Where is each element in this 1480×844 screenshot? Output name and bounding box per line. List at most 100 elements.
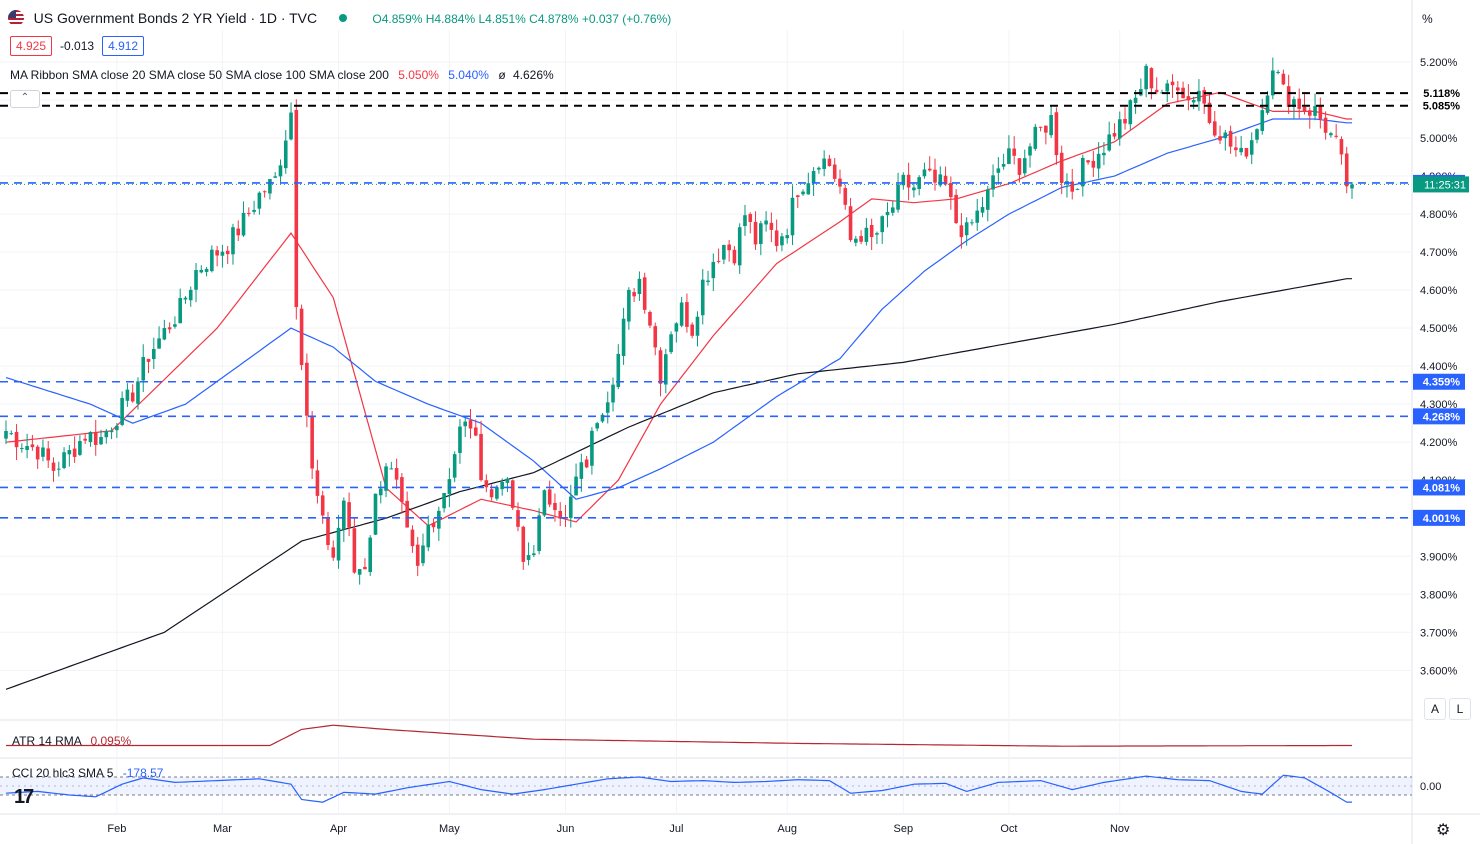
atr-legend[interactable]: ATR 14 RMA 0.095% [12,734,131,748]
candle-body [421,545,425,564]
candle [991,164,995,198]
candle-body [822,158,826,169]
buy-price-button[interactable]: 4.912 [102,36,145,56]
candle [843,184,848,210]
candle-body [1165,83,1170,92]
candle-body [938,174,943,186]
candle-body [1207,102,1212,123]
auto-scale-button[interactable]: A [1424,698,1446,720]
candle [1302,94,1307,115]
candle [1144,63,1148,98]
candle [1096,142,1101,179]
level-label: 4.081% [1423,482,1461,494]
gear-icon[interactable]: ⚙ [1436,822,1451,839]
candle-body [748,214,753,222]
chevron-up-icon[interactable]: ⌃ [10,90,40,108]
candle-body [1218,136,1222,141]
candle-body [320,495,325,516]
cci-band [0,777,1412,795]
candle [1249,132,1254,165]
candle-body [727,244,731,251]
candle [1112,123,1117,140]
candle [1197,79,1201,111]
candle-body [336,527,341,561]
candle [864,218,869,246]
candle [669,331,673,355]
candle-body [188,289,193,301]
candle-body [1117,119,1122,139]
candle [759,220,763,256]
candle-body [764,220,768,225]
candle [505,477,510,493]
candle [1149,67,1154,100]
candle [215,246,219,267]
candle-body [130,392,135,402]
log-scale-button[interactable]: L [1449,698,1471,720]
candle [880,215,885,244]
candle-body [1144,65,1148,90]
ma-ribbon-legend[interactable]: MA Ribbon SMA close 20 SMA close 50 SMA … [10,68,554,82]
candle-body [315,470,320,496]
candle-body [93,432,98,445]
candle-body [30,444,35,448]
candle [838,169,842,194]
candle [278,159,283,184]
candle-body [262,191,267,193]
candle [848,197,853,242]
candle-body [458,426,462,453]
sell-price-button[interactable]: 4.925 [10,36,53,56]
candle-body [479,433,483,481]
candle [959,213,964,249]
candle-body [410,529,415,547]
candle-body [875,233,879,235]
candle [1049,106,1053,138]
spread-value: -0.013 [60,39,95,53]
candle [1223,129,1228,151]
candle-body [801,191,805,195]
candle [109,427,114,440]
candle-body [115,425,119,431]
candle-body [495,487,499,499]
candle [120,391,124,427]
candle-body [912,187,916,191]
symbol-title[interactable]: US Government Bonds 2 YR Yield · 1D · TV… [33,10,318,26]
candle-body [690,324,694,336]
y-tick-label: 4.400% [1420,361,1458,373]
candle [352,517,357,574]
candle-body [510,480,515,508]
level-label: 5.085% [1423,101,1461,113]
candle [241,201,246,237]
candle-body [294,109,299,308]
candle-body [970,222,974,224]
candle [141,344,146,393]
candle-body [489,489,494,498]
tradingview-logo: 17 [14,786,34,808]
candle-body [268,179,272,194]
candle-body [959,225,964,238]
x-tick-label: Sep [894,823,914,835]
candle-body [695,316,700,336]
cci-zero-tick: 0.00 [1420,781,1441,793]
candle [125,383,130,407]
cci-legend[interactable]: CCI 20 hlc3 SMA 5 -178.57 [12,766,163,780]
candle-body [1260,110,1265,131]
candle-body [642,277,647,310]
candle [1329,131,1333,138]
y-tick-label: 4.500% [1420,323,1458,335]
candle [363,558,367,570]
candle-body [468,420,473,429]
candle-body [1091,160,1096,168]
candle-body [1244,148,1249,157]
candle-body [347,502,351,528]
candle [1271,57,1275,100]
x-tick-label: Aug [777,823,797,835]
y-tick-label: 4.800% [1420,209,1458,221]
candle-body [1001,164,1006,167]
candle-body [199,269,204,273]
candle [1081,154,1085,197]
candle [584,456,589,469]
ohlc-values: O4.859% H4.884% L4.851% C4.878% +0.037 (… [372,12,672,26]
candle-body [241,212,246,236]
candle [1286,74,1291,114]
